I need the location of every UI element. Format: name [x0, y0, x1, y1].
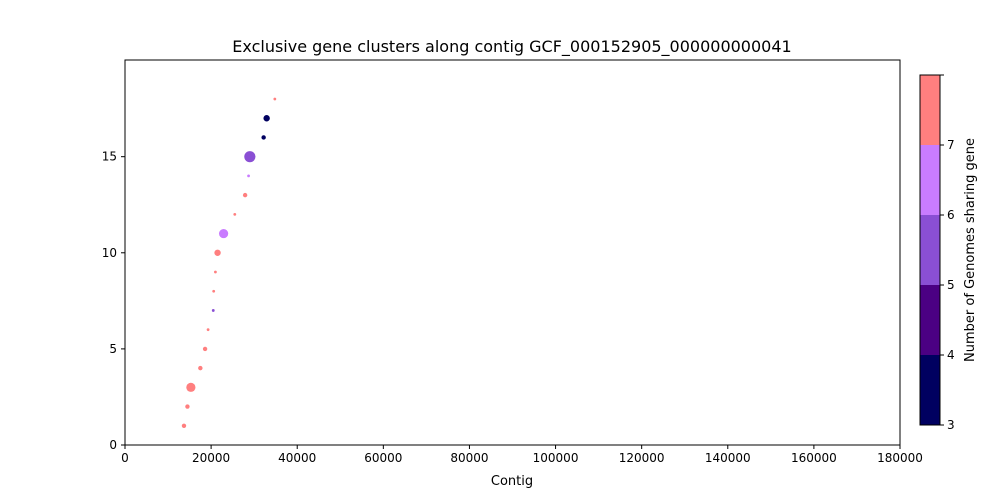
data-point [202, 346, 208, 352]
data-point [242, 192, 248, 198]
x-tick-label: 140000 [705, 451, 751, 465]
colorbar-tick-label: 3 [947, 418, 955, 432]
x-tick-label: 40000 [278, 451, 316, 465]
data-point [263, 115, 270, 122]
x-tick-label: 100000 [533, 451, 579, 465]
colorbar-band [920, 215, 940, 285]
data-point [181, 423, 187, 428]
colorbar-tick-label: 7 [947, 138, 955, 152]
x-tick-label: 80000 [450, 451, 488, 465]
x-tick-label: 0 [121, 451, 129, 465]
colorbar-frame [919, 74, 941, 426]
data-point [261, 135, 266, 140]
x-axis: 0 20000 40000 60000 80000 100000 120000 140000 1… [121, 445, 923, 465]
data-point [212, 289, 216, 293]
colorbar-tick-label: 4 [947, 348, 955, 362]
data-point [273, 97, 277, 101]
y-tick-label: 5 [109, 342, 117, 356]
data-point [214, 270, 217, 274]
data-points [181, 97, 277, 428]
colorbar-label: Number of Genomes sharing gene [963, 138, 978, 362]
colorbar-band [920, 145, 940, 215]
x-tick-label: 60000 [364, 451, 402, 465]
data-point [211, 309, 215, 312]
x-tick-label: 160000 [791, 451, 837, 465]
y-axis: 0 5 10 15 [102, 150, 125, 452]
x-axis-label: Contig [491, 474, 533, 489]
data-point [206, 328, 210, 332]
data-point [247, 174, 250, 178]
data-point [218, 228, 229, 239]
data-point [198, 365, 203, 371]
x-tick-label: 120000 [619, 451, 665, 465]
colorbar: 3 4 5 6 7 [919, 74, 955, 432]
x-tick-label: 180000 [877, 451, 923, 465]
colorbar-tick-label: 6 [947, 208, 955, 222]
colorbar-band [920, 75, 940, 145]
plot-area [124, 59, 901, 446]
y-tick-label: 0 [109, 438, 117, 452]
data-point [185, 404, 190, 409]
data-point [186, 382, 196, 392]
data-point [214, 249, 221, 256]
data-point [244, 151, 256, 163]
x-tick-label: 20000 [192, 451, 230, 465]
y-tick-label: 10 [102, 246, 117, 260]
colorbar-tick-label: 5 [947, 278, 955, 292]
colorbar-band [920, 355, 940, 425]
chart-title: Exclusive gene clusters along contig GCF… [232, 37, 791, 57]
colorbar-band [920, 285, 940, 355]
y-tick-label: 15 [102, 150, 117, 164]
data-point [233, 212, 237, 216]
